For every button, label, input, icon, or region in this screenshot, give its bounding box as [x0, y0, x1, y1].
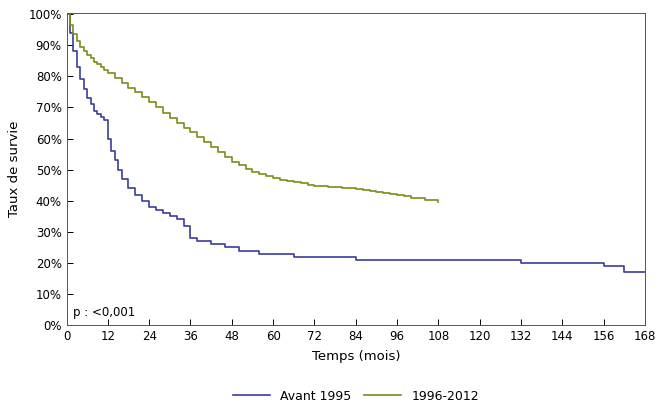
1996-2012: [434, 200, 442, 205]
1996-2012: [228, 159, 236, 164]
Avant 1995: [69, 49, 77, 54]
1996-2012: [83, 52, 91, 57]
Avant 1995: [641, 270, 649, 275]
Line: Avant 1995: Avant 1995: [66, 14, 645, 272]
1996-2012: [63, 12, 70, 17]
X-axis label: Temps (mois): Temps (mois): [311, 350, 400, 363]
1996-2012: [124, 85, 132, 90]
Avant 1995: [114, 167, 122, 172]
1996-2012: [69, 32, 77, 37]
1996-2012: [94, 62, 102, 67]
Avant 1995: [173, 217, 181, 222]
Y-axis label: Taux de survie: Taux de survie: [9, 121, 21, 217]
1996-2012: [311, 183, 319, 188]
Text: p : <0,001: p : <0,001: [73, 306, 136, 319]
Avant 1995: [269, 251, 277, 256]
Avant 1995: [620, 270, 628, 275]
Avant 1995: [63, 12, 70, 17]
Line: 1996-2012: 1996-2012: [66, 14, 438, 202]
Avant 1995: [290, 254, 298, 259]
Legend: Avant 1995, 1996-2012: Avant 1995, 1996-2012: [227, 384, 484, 408]
Avant 1995: [73, 65, 81, 70]
